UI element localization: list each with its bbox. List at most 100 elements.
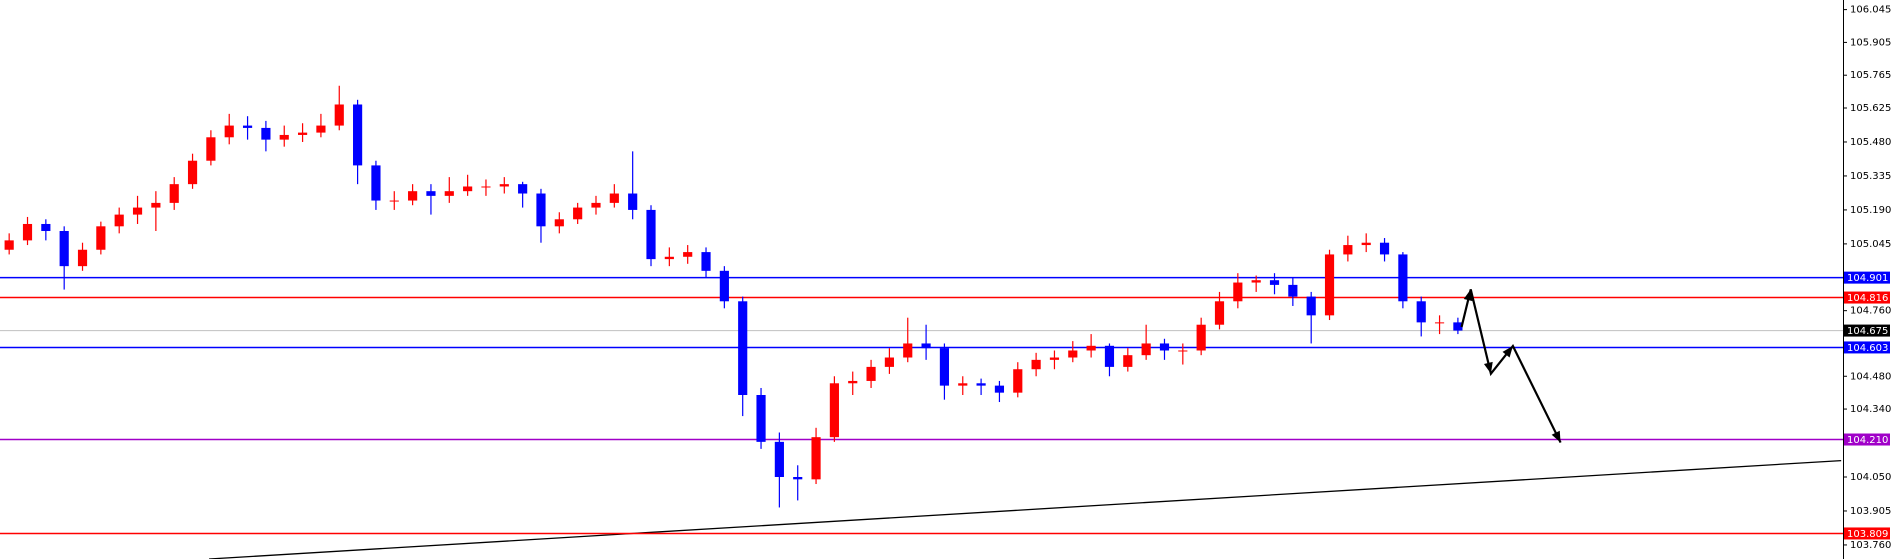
candle-body <box>96 226 106 250</box>
candle-body <box>554 219 564 227</box>
candle-body <box>628 193 638 210</box>
candle-body <box>1343 245 1353 255</box>
y-tick-label: 106.045 <box>1850 5 1891 16</box>
y-tick-label: 104.760 <box>1850 306 1891 317</box>
candle-body <box>316 125 326 133</box>
candle-body <box>408 191 418 201</box>
level-label-bg <box>1844 271 1890 284</box>
candle-body <box>1159 343 1170 351</box>
candle-body <box>903 343 913 358</box>
candle-body <box>371 165 381 201</box>
arrow-head <box>1463 289 1473 302</box>
candle-body <box>41 223 51 232</box>
candle-body <box>242 125 253 128</box>
level-label-bg <box>1844 433 1890 446</box>
y-tick-label: 104.050 <box>1850 472 1891 483</box>
candle-body <box>1379 242 1390 255</box>
candle-body <box>261 127 271 140</box>
candle-body <box>683 252 693 257</box>
candle-body <box>1434 322 1445 324</box>
y-tick-label: 105.335 <box>1850 171 1891 182</box>
candle-body <box>22 223 33 241</box>
candle-body <box>609 193 619 203</box>
y-tick-label: 105.625 <box>1850 103 1891 114</box>
y-tick-label: 103.760 <box>1850 540 1891 551</box>
candle-body <box>738 301 748 396</box>
last-price-label-bg <box>1844 324 1890 337</box>
candle-body <box>1196 324 1206 351</box>
candle-body <box>77 249 88 267</box>
level-label: 103.809 <box>1847 529 1888 540</box>
candle-body <box>1141 343 1151 356</box>
candle-body <box>573 207 583 220</box>
candle-body <box>1398 254 1408 302</box>
candle-body <box>224 125 234 138</box>
trend-line <box>209 459 1842 559</box>
candle-body <box>1233 282 1243 302</box>
candle-body <box>664 256 674 260</box>
candle-body <box>444 191 454 196</box>
candle-body <box>132 207 143 215</box>
candle-body <box>829 383 839 438</box>
level-label-bg <box>1844 341 1890 354</box>
candle-body <box>151 202 161 208</box>
candle-body <box>646 209 656 260</box>
candle-body <box>1361 242 1371 246</box>
candle-body <box>463 186 473 192</box>
candle-body <box>1324 254 1335 316</box>
level-label: 104.901 <box>1847 273 1888 284</box>
candle-body <box>297 132 308 135</box>
candle-body <box>1251 280 1261 283</box>
candle-body <box>756 395 766 442</box>
candle-body <box>1031 359 1041 370</box>
candle-body <box>1288 284 1298 297</box>
y-tick-label: 104.480 <box>1850 371 1891 382</box>
candle-body <box>719 270 729 302</box>
candle-body <box>353 104 363 166</box>
candle-body <box>187 160 198 185</box>
candle-body <box>4 240 14 250</box>
candle-body <box>499 184 509 187</box>
arrow-head <box>1483 361 1493 374</box>
candle-body <box>518 184 528 194</box>
candle-body <box>976 383 986 386</box>
y-tick-label: 104.340 <box>1850 404 1891 415</box>
candle-body <box>279 134 289 140</box>
candle-body <box>1013 369 1023 393</box>
candle-body <box>536 193 546 227</box>
candle-body <box>1416 301 1426 323</box>
candle-body <box>481 186 491 188</box>
y-tick-label: 105.765 <box>1850 70 1891 81</box>
candle-body <box>774 441 784 478</box>
level-label: 104.210 <box>1847 435 1888 446</box>
arrow-head <box>1502 346 1513 358</box>
candle-body <box>848 380 858 384</box>
candle-body <box>1269 280 1280 285</box>
candle-body <box>1214 301 1225 325</box>
candle-body <box>1123 355 1133 367</box>
candle-body <box>1049 357 1060 360</box>
candle-body <box>114 214 124 227</box>
candle-body <box>994 385 1005 393</box>
candle-body <box>1104 345 1115 367</box>
y-tick-label: 105.045 <box>1850 239 1891 250</box>
candle-body <box>701 252 711 271</box>
level-label-bg <box>1844 527 1890 540</box>
candle-body <box>426 191 436 196</box>
candle-body <box>1178 350 1188 352</box>
candle-body <box>921 343 931 349</box>
candle-body <box>591 202 601 208</box>
candle-body <box>334 104 344 126</box>
y-tick-label: 103.905 <box>1850 506 1891 517</box>
candle-body <box>793 477 803 480</box>
candle-body <box>811 437 821 480</box>
candle-body <box>1453 322 1463 331</box>
y-tick-label: 105.905 <box>1850 37 1891 48</box>
candle-body <box>884 357 894 367</box>
y-tick-label: 105.190 <box>1850 205 1891 216</box>
level-label: 104.603 <box>1847 343 1888 354</box>
arrow-head <box>1551 430 1561 443</box>
candle-body <box>958 383 968 386</box>
